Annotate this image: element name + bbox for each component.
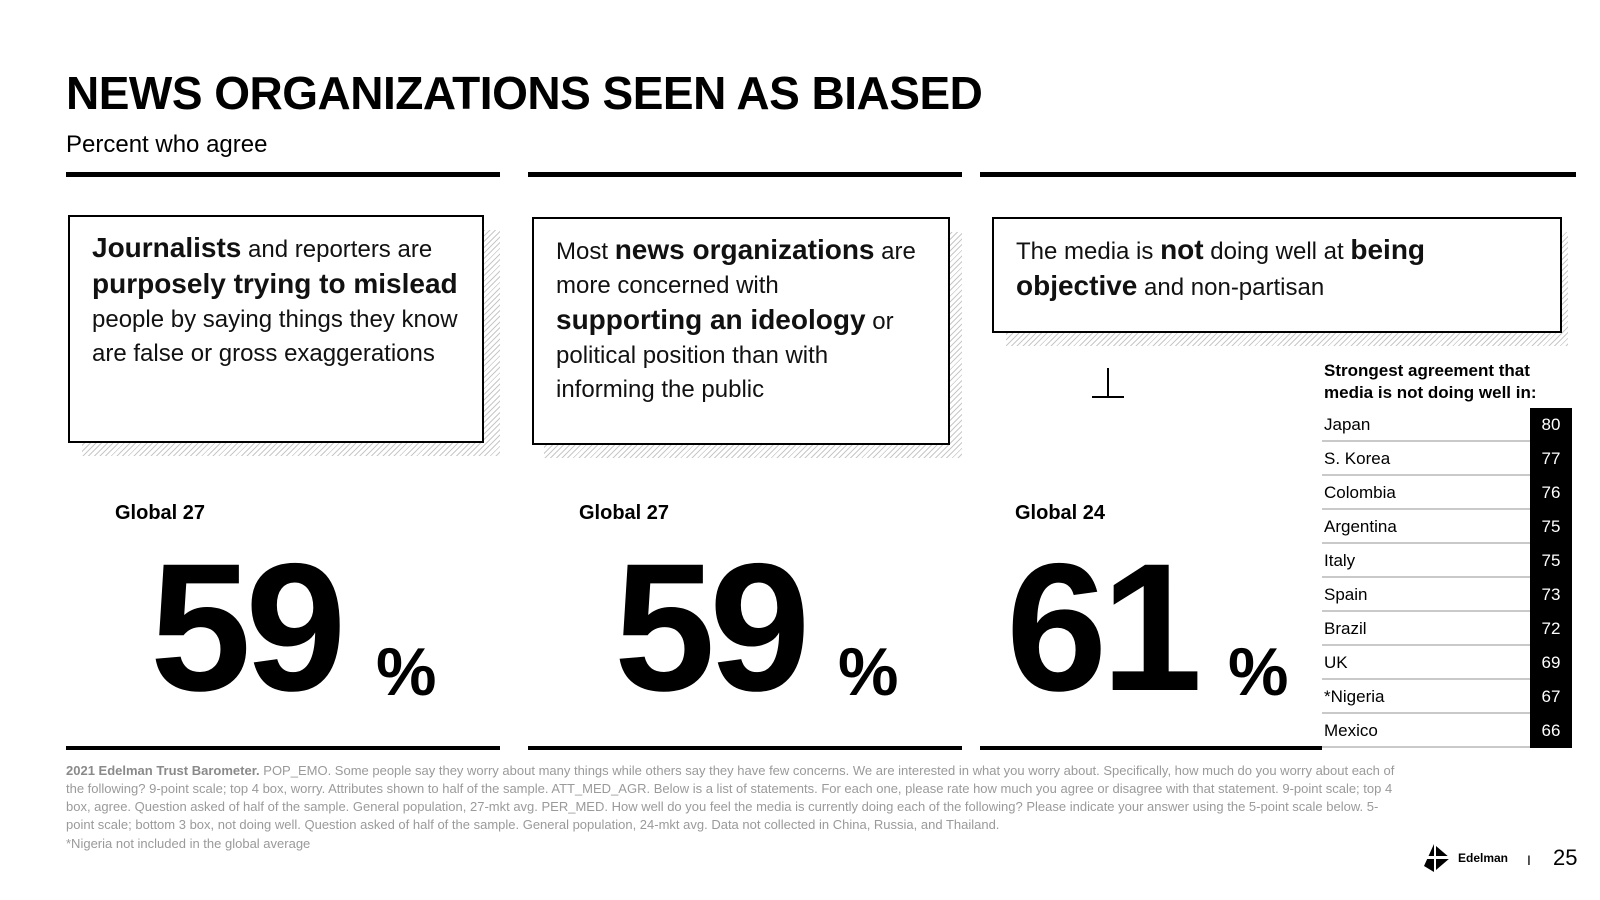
panel-3-value: 61 bbox=[1006, 525, 1202, 729]
table-row: Brazil 72 bbox=[1322, 612, 1572, 646]
page-title: NEWS ORGANIZATIONS SEEN AS BIASED bbox=[66, 67, 983, 119]
country-name: Japan bbox=[1322, 408, 1532, 442]
country-name: *Nigeria bbox=[1322, 680, 1532, 714]
statement-text-segment: Most bbox=[556, 238, 615, 265]
panel-3-percent-sign: % bbox=[1228, 634, 1289, 710]
page-subtitle: Percent who agree bbox=[66, 131, 268, 158]
panel-2-value: 59 bbox=[614, 525, 810, 729]
statement-card-3: The media is not doing well at being obj… bbox=[992, 217, 1562, 333]
country-name: Argentina bbox=[1322, 510, 1532, 544]
edelman-logo-icon bbox=[1422, 844, 1454, 872]
country-value: 75 bbox=[1530, 544, 1572, 578]
statement-text-segment: and reporters are bbox=[241, 236, 433, 263]
panel-1-value: 59 bbox=[150, 525, 346, 729]
statement-text-segment: being objective bbox=[1016, 234, 1426, 301]
country-value: 69 bbox=[1530, 646, 1572, 680]
panel-2-percent-sign: % bbox=[838, 634, 899, 710]
panel-3-global-label: Global 24 bbox=[1015, 502, 1106, 524]
statement-text-segment: not bbox=[1160, 234, 1204, 265]
table-row: Japan 80 bbox=[1322, 408, 1572, 442]
country-name: Mexico bbox=[1322, 714, 1532, 748]
country-value: 75 bbox=[1530, 510, 1572, 544]
country-name: S. Korea bbox=[1322, 442, 1532, 476]
country-value: 77 bbox=[1530, 442, 1572, 476]
panel-1-global-label: Global 27 bbox=[115, 502, 206, 524]
table-row: *Nigeria 67 bbox=[1322, 680, 1572, 714]
statement-text-segment: or political position than with informin… bbox=[556, 308, 894, 403]
statement-text-segment: are more concerned with bbox=[556, 238, 916, 299]
country-value: 76 bbox=[1530, 476, 1572, 510]
statement-text-segment: doing well at bbox=[1203, 238, 1351, 265]
country-value: 67 bbox=[1530, 680, 1572, 714]
country-value: 73 bbox=[1530, 578, 1572, 612]
table-row: Italy 75 bbox=[1322, 544, 1572, 578]
country-table: Japan 80 S. Korea 77 Colombia 76 Argentina 75 It… bbox=[1322, 408, 1572, 748]
statement-card-2: Most news organizations are more concern… bbox=[532, 217, 950, 445]
panel-1-bottom-rule bbox=[66, 746, 500, 750]
statement-text-segment: people by saying things they know are fa… bbox=[92, 306, 458, 367]
page-number: 25 bbox=[1553, 845, 1578, 870]
statement-card-1: Journalists and reporters are purposely … bbox=[68, 215, 484, 443]
statement-text-segment: purposely trying to mislead bbox=[92, 268, 458, 299]
statement-text-segment: supporting an ideology bbox=[556, 304, 866, 335]
page-separator: I bbox=[1527, 852, 1531, 868]
country-name: UK bbox=[1322, 646, 1532, 680]
edelman-logo: Edelman bbox=[1420, 842, 1508, 874]
country-name: Spain bbox=[1322, 578, 1532, 612]
country-name: Colombia bbox=[1322, 476, 1532, 510]
footnote: 2021 Edelman Trust Barometer. POP_EMO. S… bbox=[66, 762, 1396, 853]
footnote-text: POP_EMO. Some people say they worry abou… bbox=[66, 763, 1395, 832]
edelman-logo-text: Edelman bbox=[1458, 851, 1509, 865]
table-row: Argentina 75 bbox=[1322, 510, 1572, 544]
country-name: Brazil bbox=[1322, 612, 1532, 646]
table-row: Colombia 76 bbox=[1322, 476, 1572, 510]
statement-text-segment: Journalists bbox=[92, 232, 242, 263]
country-value: 80 bbox=[1530, 408, 1572, 442]
country-value: 66 bbox=[1530, 714, 1572, 748]
marker-icon bbox=[1092, 368, 1124, 398]
side-table-title: Strongest agreement that media is not do… bbox=[1324, 361, 1537, 402]
panel-3-top-rule bbox=[980, 172, 1576, 177]
table-row: UK 69 bbox=[1322, 646, 1572, 680]
panel-3-bottom-rule bbox=[980, 746, 1322, 750]
panel-1-top-rule bbox=[66, 172, 500, 177]
footnote-note: *Nigeria not included in the global aver… bbox=[66, 836, 311, 851]
panel-2-global-label: Global 27 bbox=[579, 502, 670, 524]
table-row: Spain 73 bbox=[1322, 578, 1572, 612]
statement-text-segment: news organizations bbox=[614, 234, 875, 265]
table-row: Mexico 66 bbox=[1322, 714, 1572, 748]
panel-2-bottom-rule bbox=[528, 746, 962, 750]
footnote-source: 2021 Edelman Trust Barometer. bbox=[66, 763, 260, 778]
panel-1-percent-sign: % bbox=[376, 634, 437, 710]
country-name: Italy bbox=[1322, 544, 1532, 578]
panel-2-top-rule bbox=[528, 172, 962, 177]
table-row: S. Korea 77 bbox=[1322, 442, 1572, 476]
statement-text-segment: The media is bbox=[1016, 238, 1161, 265]
statement-text-segment: and non-partisan bbox=[1137, 274, 1325, 301]
country-value: 72 bbox=[1530, 612, 1572, 646]
